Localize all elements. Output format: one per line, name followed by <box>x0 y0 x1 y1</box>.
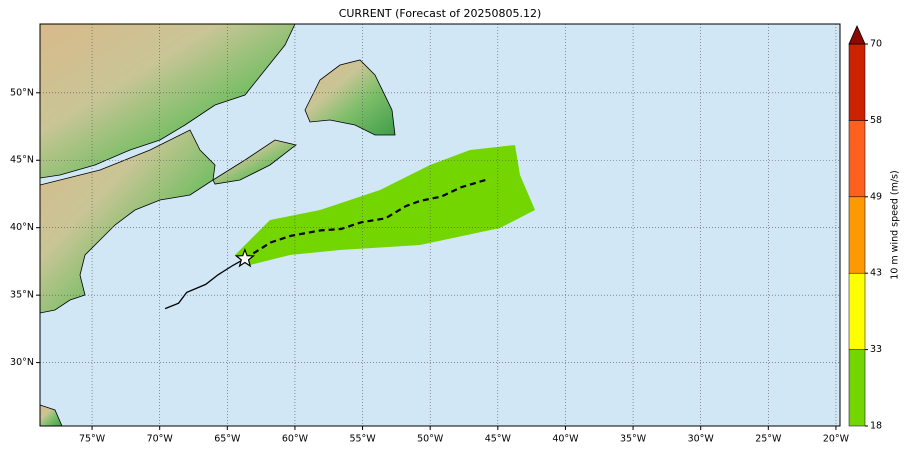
x-tick-label: 25°W <box>755 434 782 445</box>
x-tick-label: 30°W <box>688 434 715 445</box>
colorbar-bin <box>848 349 866 427</box>
current-position <box>234 247 256 268</box>
land-north <box>40 24 296 179</box>
y-tick-label: 45°N <box>10 155 34 166</box>
colorbar-tick-label: 49 <box>870 191 882 202</box>
y-tick-label: 30°N <box>10 357 34 368</box>
forecast-track <box>244 178 489 260</box>
tracks <box>164 178 489 310</box>
map-title: CURRENT (Forecast of 20250805.12) <box>339 7 542 20</box>
grid <box>40 24 840 426</box>
nova-scotia <box>212 139 297 185</box>
y-tick-label: 35°N <box>10 290 34 301</box>
x-tick-label: 35°W <box>620 434 647 445</box>
colorbar-tick-label: 58 <box>870 115 882 126</box>
colorbar: 18 33 43 49 58 70 <box>848 25 882 432</box>
observed-track <box>164 258 246 310</box>
x-tick-label: 70°W <box>147 434 174 445</box>
map-frame <box>39 23 841 427</box>
colorbar-tick-label: 43 <box>870 268 882 279</box>
colorbar-bin <box>848 43 866 121</box>
x-tick-label: 40°W <box>552 434 579 445</box>
land <box>40 24 396 426</box>
x-tick-label: 60°W <box>282 434 309 445</box>
x-tick-label: 45°W <box>485 434 512 445</box>
x-tick-label: 50°W <box>417 434 444 445</box>
colorbar-label: 10 m wind speed (m/s) <box>890 170 901 279</box>
colorbar-bin <box>848 196 866 274</box>
colorbar-tick-label: 70 <box>870 39 882 50</box>
x-tick-label: 55°W <box>349 434 376 445</box>
colorbar-bin <box>848 120 866 198</box>
colorbar-tick-label: 33 <box>870 344 882 355</box>
colorbar-extend <box>848 25 866 45</box>
wind-swath <box>235 145 535 265</box>
newfoundland <box>304 59 396 136</box>
x-tick-label: 65°W <box>214 434 241 445</box>
colorbar-tick-label: 18 <box>870 421 882 432</box>
y-tick-label: 50°N <box>10 87 34 98</box>
colorbar-bin <box>848 272 866 350</box>
x-tick-label: 20°W <box>823 434 850 445</box>
x-tick-label: 75°W <box>79 434 106 445</box>
land-south <box>40 129 216 314</box>
land-florida <box>40 404 63 426</box>
y-tick-label: 40°N <box>10 222 34 233</box>
